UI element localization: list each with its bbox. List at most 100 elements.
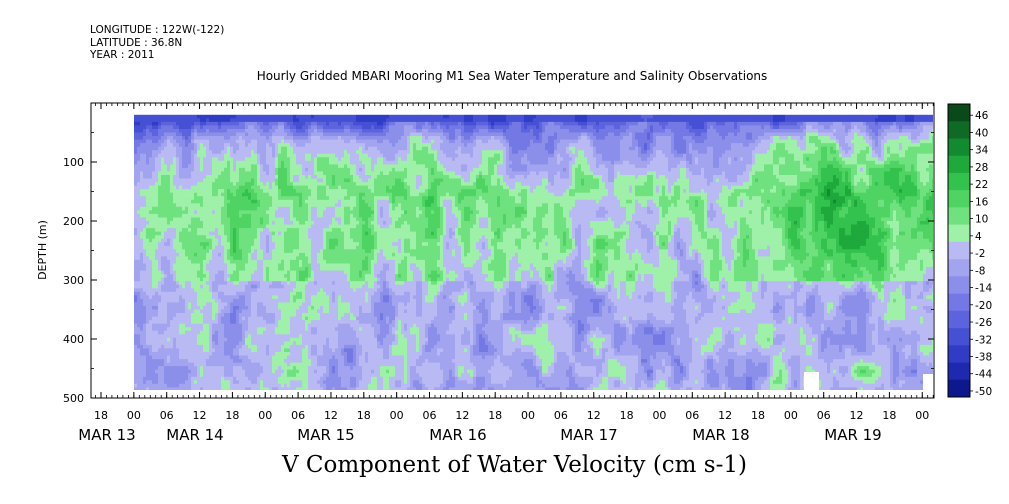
heatmap-cell <box>317 362 321 367</box>
heatmap-cell <box>191 210 195 215</box>
heatmap-cell <box>275 341 279 346</box>
heatmap-cell <box>284 153 288 158</box>
heatmap-cell <box>191 362 195 367</box>
heatmap-cell <box>143 136 147 141</box>
heatmap-cell <box>287 249 291 254</box>
heatmap-cell <box>176 153 180 158</box>
heatmap-cell <box>236 362 240 367</box>
heatmap-cell <box>254 330 258 335</box>
heatmap-cell <box>140 249 144 254</box>
heatmap-cell <box>161 217 165 222</box>
heatmap-cell <box>173 199 177 204</box>
heatmap-cell <box>158 182 162 187</box>
heatmap-cell <box>275 334 279 339</box>
heatmap-cell <box>239 320 243 325</box>
heatmap-cell <box>209 373 213 378</box>
heatmap-cell <box>224 380 228 385</box>
heatmap-cell <box>203 263 207 268</box>
heatmap-cell <box>194 171 198 176</box>
heatmap-cell <box>173 323 177 328</box>
heatmap-cell <box>257 259 261 264</box>
heatmap-cell <box>218 118 222 123</box>
heatmap-cell <box>290 263 294 268</box>
heatmap-cell <box>170 182 174 187</box>
heatmap-cell <box>311 245 315 250</box>
heatmap-cell <box>272 267 276 272</box>
heatmap-cell <box>248 256 252 261</box>
heatmap-cell <box>173 387 177 390</box>
heatmap-cell <box>275 146 279 151</box>
heatmap-cell <box>269 185 273 190</box>
heatmap-cell <box>251 270 255 275</box>
heatmap-cell <box>311 309 315 314</box>
heatmap-cell <box>200 369 204 374</box>
heatmap-cell <box>236 167 240 172</box>
heatmap-cell <box>209 235 213 240</box>
heatmap-cell <box>239 118 243 123</box>
heatmap-cell <box>299 366 303 371</box>
heatmap-cell <box>182 337 186 342</box>
heatmap-cell <box>155 259 159 264</box>
heatmap-cell <box>239 337 243 342</box>
heatmap-cell <box>278 171 282 176</box>
heatmap-cell <box>275 288 279 293</box>
heatmap-cell <box>311 221 315 226</box>
heatmap-cell <box>281 150 285 155</box>
heatmap-cell <box>275 118 279 123</box>
heatmap-cell <box>281 263 285 268</box>
heatmap-cell <box>206 143 210 148</box>
heatmap-cell <box>227 284 231 289</box>
heatmap-cell <box>203 235 207 240</box>
heatmap-cell <box>308 259 312 264</box>
heatmap-cell <box>152 302 156 307</box>
heatmap-cell <box>140 366 144 371</box>
heatmap-cell <box>221 157 225 162</box>
heatmap-cell <box>200 352 204 357</box>
heatmap-cell <box>260 189 264 194</box>
heatmap-cell <box>134 369 138 374</box>
heatmap-cell <box>221 213 225 218</box>
heatmap-cell <box>284 235 288 240</box>
heatmap-cells <box>134 114 933 390</box>
heatmap-cell <box>290 231 294 236</box>
heatmap-cell <box>257 306 261 311</box>
heatmap-cell <box>161 132 165 137</box>
heatmap-cell <box>302 245 306 250</box>
heatmap-cell <box>158 259 162 264</box>
heatmap-cell <box>263 263 267 268</box>
heatmap-cell <box>251 206 255 211</box>
heatmap-cell <box>221 203 225 208</box>
heatmap-cell <box>134 306 138 311</box>
heatmap-cell <box>176 217 180 222</box>
heatmap-cell <box>170 118 174 123</box>
heatmap-cell <box>296 136 300 141</box>
heatmap-cell <box>218 330 222 335</box>
heatmap-cell <box>197 355 201 360</box>
heatmap-cell <box>197 242 201 247</box>
heatmap-cell <box>239 235 243 240</box>
heatmap-cell <box>212 355 216 360</box>
heatmap-cell <box>134 217 138 222</box>
heatmap-cell <box>281 373 285 378</box>
heatmap-cell <box>299 380 303 385</box>
heatmap-cell <box>317 146 321 151</box>
heatmap-cell <box>323 118 327 123</box>
heatmap-cell <box>299 298 303 303</box>
heatmap-cell <box>296 203 300 208</box>
heatmap-cell <box>254 380 258 385</box>
heatmap-cell <box>284 281 288 286</box>
heatmap-cell <box>134 235 138 240</box>
heatmap-cell <box>266 217 270 222</box>
heatmap-cell <box>296 178 300 183</box>
heatmap-cell <box>254 114 258 119</box>
heatmap-cell <box>299 199 303 204</box>
heatmap-cell <box>191 153 195 158</box>
heatmap-cell <box>191 132 195 137</box>
heatmap-cell <box>218 320 222 325</box>
heatmap-cell <box>287 309 291 314</box>
heatmap-cell <box>284 125 288 130</box>
heatmap-cell <box>206 210 210 215</box>
heatmap-cell <box>236 235 240 240</box>
heatmap-cell <box>248 277 252 282</box>
heatmap-cell <box>287 270 291 275</box>
